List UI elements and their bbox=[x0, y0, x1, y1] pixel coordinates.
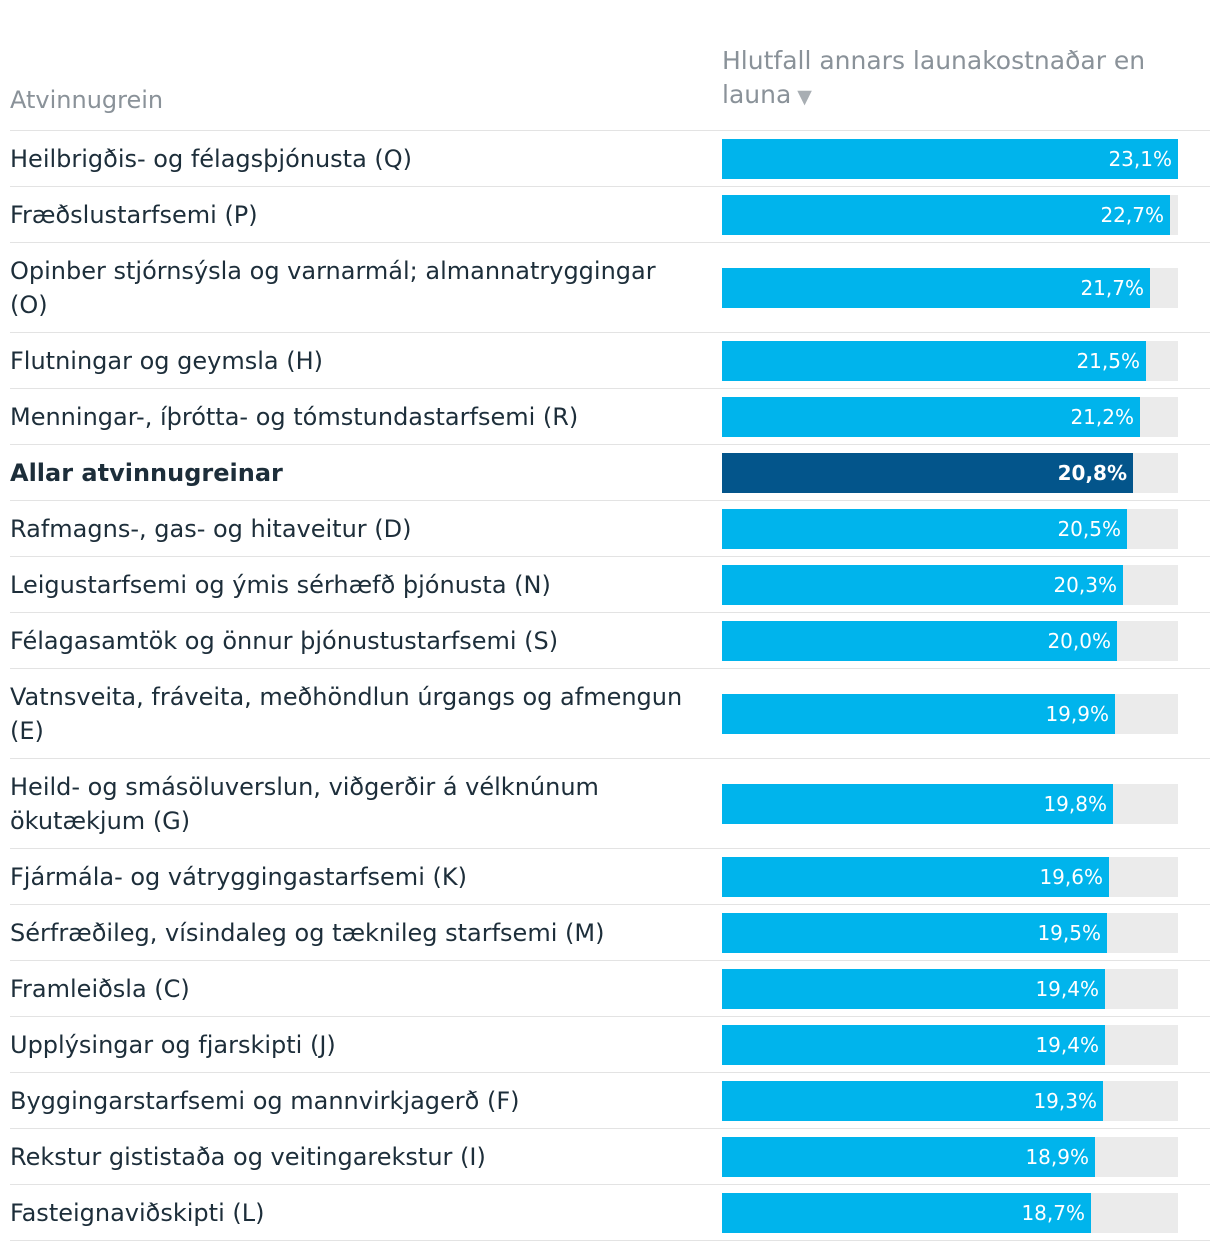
bar-track: 22,7% bbox=[722, 194, 1178, 235]
table-row: Fasteignaviðskipti (L) 18,7% bbox=[10, 1185, 1210, 1241]
bar-track: 18,7% bbox=[722, 1192, 1178, 1233]
bar: 19,8% bbox=[722, 783, 1113, 824]
row-label: Framleiðsla (C) bbox=[10, 974, 190, 1003]
table-row: Heild- og smásöluverslun, viðgerðir á vé… bbox=[10, 759, 1210, 849]
table-row: Vatnsveita, fráveita, meðhöndlun úrgangs… bbox=[10, 669, 1210, 759]
bar-track: 19,9% bbox=[722, 693, 1178, 734]
table-row: Flutningar og geymsla (H) 21,5% bbox=[10, 333, 1210, 389]
bar-track: 19,8% bbox=[722, 783, 1178, 824]
row-label: Flutningar og geymsla (H) bbox=[10, 346, 324, 375]
row-label: Heild- og smásöluverslun, viðgerðir á vé… bbox=[10, 772, 599, 835]
table-row: Leigustarfsemi og ýmis sérhæfð þjónusta … bbox=[10, 557, 1210, 613]
row-label: Vatnsveita, fráveita, meðhöndlun úrgangs… bbox=[10, 682, 683, 745]
bar-value-label: 18,7% bbox=[1021, 1200, 1085, 1225]
bar-value-label: 20,0% bbox=[1047, 628, 1111, 653]
bar: 21,7% bbox=[722, 267, 1150, 308]
table-row: Upplýsingar og fjarskipti (J) 19,4% bbox=[10, 1017, 1210, 1073]
bar-value-label: 19,5% bbox=[1037, 920, 1101, 945]
row-label: Félagasamtök og önnur þjónustustarfsemi … bbox=[10, 626, 559, 655]
row-label: Menningar-, íþrótta- og tómstundastarfse… bbox=[10, 402, 579, 431]
bar-value-label: 20,3% bbox=[1053, 572, 1117, 597]
bar-value-label: 19,6% bbox=[1039, 864, 1103, 889]
bar: 18,7% bbox=[722, 1192, 1091, 1233]
bar-value-label: 20,5% bbox=[1057, 516, 1121, 541]
sort-down-triangle-icon[interactable]: ▼ bbox=[797, 86, 812, 108]
bar-value-label: 19,4% bbox=[1035, 1032, 1099, 1057]
table-row-highlight: Allar atvinnugreinar 20,8% bbox=[10, 445, 1210, 501]
table-row: Félagasamtök og önnur þjónustustarfsemi … bbox=[10, 613, 1210, 669]
bar-track: 19,4% bbox=[722, 1024, 1178, 1065]
table-row: Menningar-, íþrótta- og tómstundastarfse… bbox=[10, 389, 1210, 445]
category-column-header[interactable]: Atvinnugrein bbox=[10, 86, 164, 114]
bar-track: 20,0% bbox=[722, 620, 1178, 661]
bar: 19,4% bbox=[722, 1024, 1105, 1065]
bar-value-label: 21,5% bbox=[1076, 348, 1140, 373]
value-column-header[interactable]: Hlutfall annars launakostnaðar en launa ▼ bbox=[722, 44, 1182, 114]
table-row: Byggingarstarfsemi og mannvirkjagerð (F)… bbox=[10, 1073, 1210, 1129]
bar-value-label: 22,7% bbox=[1100, 202, 1164, 227]
bar-track: 19,4% bbox=[722, 968, 1178, 1009]
bar-track: 18,9% bbox=[722, 1136, 1178, 1177]
bar: 20,3% bbox=[722, 564, 1123, 605]
table-row: Rekstur gististaða og veitingarekstur (I… bbox=[10, 1129, 1210, 1185]
bar-track: 21,5% bbox=[722, 340, 1178, 381]
row-label: Sérfræðileg, vísindaleg og tæknileg star… bbox=[10, 918, 605, 947]
bar-value-label: 21,2% bbox=[1070, 404, 1134, 429]
bar-value-label: 19,4% bbox=[1035, 976, 1099, 1001]
row-label: Rafmagns-, gas- og hitaveitur (D) bbox=[10, 514, 412, 543]
row-label: Fasteignaviðskipti (L) bbox=[10, 1198, 265, 1227]
bar-track: 20,8% bbox=[722, 452, 1178, 493]
bar: 21,5% bbox=[722, 340, 1146, 381]
bar: 23,1% bbox=[722, 138, 1178, 179]
table-row: Fjármála- og vátryggingastarfsemi (K) 19,… bbox=[10, 849, 1210, 905]
bar-table: Atvinnugrein Hlutfall annars launakostna… bbox=[10, 0, 1210, 1241]
bar-track: 21,7% bbox=[722, 267, 1178, 308]
bar: 19,6% bbox=[722, 856, 1109, 897]
value-column-header-text: Hlutfall annars launakostnaðar en launa bbox=[722, 46, 1146, 109]
row-label: Opinber stjórnsýsla og varnarmál; almann… bbox=[10, 256, 656, 319]
bar-value-label: 18,9% bbox=[1025, 1144, 1089, 1169]
bar: 20,0% bbox=[722, 620, 1117, 661]
table-row: Rafmagns-, gas- og hitaveitur (D) 20,5% bbox=[10, 501, 1210, 557]
bar: 18,9% bbox=[722, 1136, 1095, 1177]
bar-value-label: 19,9% bbox=[1045, 701, 1109, 726]
table-row: Sérfræðileg, vísindaleg og tæknileg star… bbox=[10, 905, 1210, 961]
bar-value-label: 19,3% bbox=[1033, 1088, 1097, 1113]
bar-track: 19,5% bbox=[722, 912, 1178, 953]
table-row: Fræðslustarfsemi (P) 22,7% bbox=[10, 187, 1210, 243]
bar: 19,4% bbox=[722, 968, 1105, 1009]
table-body: Heilbrigðis- og félagsþjónusta (Q) 23,1% F… bbox=[10, 131, 1210, 1241]
row-label: Leigustarfsemi og ýmis sérhæfð þjónusta … bbox=[10, 570, 551, 599]
table-row: Framleiðsla (C) 19,4% bbox=[10, 961, 1210, 1017]
table-row: Heilbrigðis- og félagsþjónusta (Q) 23,1% bbox=[10, 131, 1210, 187]
bar-track: 20,5% bbox=[722, 508, 1178, 549]
row-label: Fræðslustarfsemi (P) bbox=[10, 200, 258, 229]
bar-track: 21,2% bbox=[722, 396, 1178, 437]
bar-track: 19,6% bbox=[722, 856, 1178, 897]
bar-value-label: 20,8% bbox=[1057, 460, 1127, 485]
bar: 20,5% bbox=[722, 508, 1127, 549]
row-label: Allar atvinnugreinar bbox=[10, 458, 283, 487]
table-header: Atvinnugrein Hlutfall annars launakostna… bbox=[10, 0, 1210, 131]
bar: 21,2% bbox=[722, 396, 1140, 437]
bar-track: 20,3% bbox=[722, 564, 1178, 605]
bar-track: 19,3% bbox=[722, 1080, 1178, 1121]
row-label: Fjármála- og vátryggingastarfsemi (K) bbox=[10, 862, 467, 891]
bar-value-label: 19,8% bbox=[1043, 791, 1107, 816]
row-label: Heilbrigðis- og félagsþjónusta (Q) bbox=[10, 144, 413, 173]
bar: 20,8% bbox=[722, 452, 1133, 493]
table-row: Opinber stjórnsýsla og varnarmál; almann… bbox=[10, 243, 1210, 333]
bar-value-label: 23,1% bbox=[1108, 146, 1172, 171]
bar-track: 23,1% bbox=[722, 138, 1178, 179]
bar: 22,7% bbox=[722, 194, 1170, 235]
bar: 19,9% bbox=[722, 693, 1115, 734]
row-label: Byggingarstarfsemi og mannvirkjagerð (F) bbox=[10, 1086, 520, 1115]
row-label: Rekstur gististaða og veitingarekstur (I… bbox=[10, 1142, 486, 1171]
bar: 19,5% bbox=[722, 912, 1107, 953]
row-label: Upplýsingar og fjarskipti (J) bbox=[10, 1030, 336, 1059]
bar: 19,3% bbox=[722, 1080, 1103, 1121]
bar-value-label: 21,7% bbox=[1080, 275, 1144, 300]
